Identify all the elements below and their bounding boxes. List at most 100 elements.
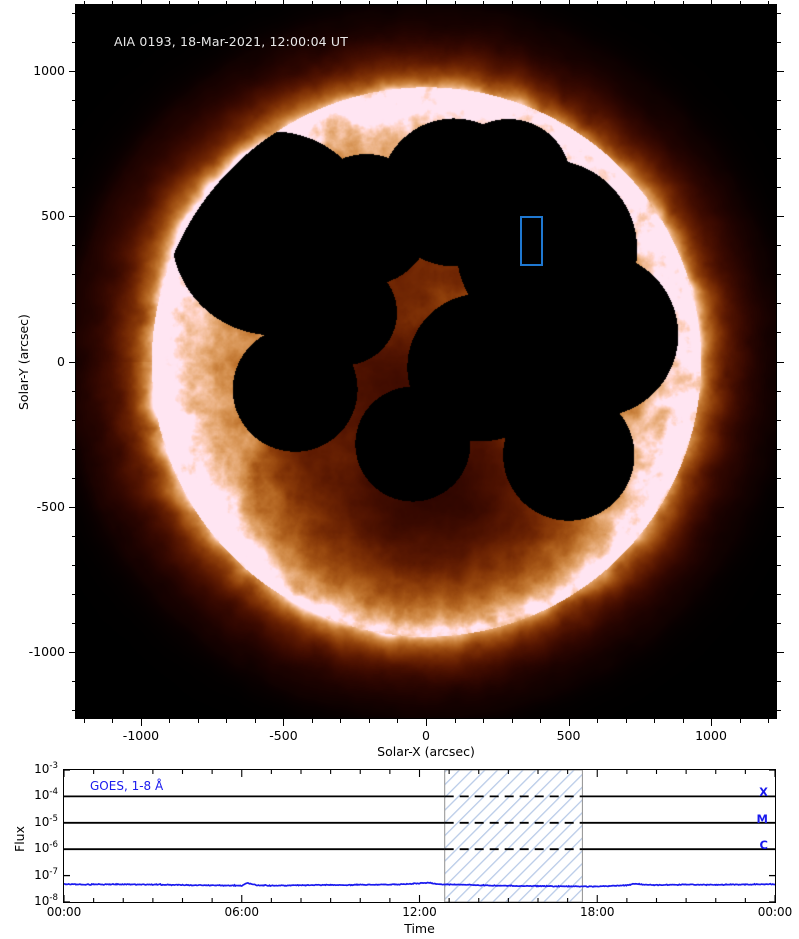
axis-tick xyxy=(340,719,341,723)
flare-class-label-m: M xyxy=(756,811,768,826)
axis-tick xyxy=(777,42,781,43)
axis-tick-label: -500 xyxy=(36,498,65,514)
axis-tick xyxy=(777,478,781,479)
axis-tick-label: -1000 xyxy=(28,643,65,659)
goes-xtick-label: 18:00 xyxy=(579,905,615,919)
axis-tick xyxy=(169,1,170,5)
goes-ytick-label: 10-6 xyxy=(34,840,58,856)
axis-tick xyxy=(72,710,76,711)
goes-flux-curve xyxy=(64,881,775,888)
observation-interval-shading xyxy=(444,770,583,902)
axis-tick xyxy=(69,71,76,72)
axis-tick xyxy=(72,332,76,333)
axis-tick xyxy=(426,0,427,5)
axis-tick xyxy=(72,100,76,101)
axis-tick xyxy=(777,158,781,159)
aia-image-title: AIA 0193, 18-Mar-2021, 12:00:04 UT xyxy=(114,34,348,49)
axis-tick xyxy=(72,245,76,246)
axis-tick xyxy=(777,129,781,130)
axis-tick xyxy=(777,13,781,14)
axis-tick xyxy=(69,507,76,508)
aia-image-panel: AIA 0193, 18-Mar-2021, 12:00:04 UT xyxy=(76,5,776,718)
axis-tick xyxy=(777,362,784,363)
axis-tick xyxy=(455,1,456,5)
axis-tick xyxy=(654,1,655,5)
axis-tick xyxy=(777,71,784,72)
axis-tick xyxy=(777,216,784,217)
axis-tick xyxy=(569,0,570,5)
axis-tick-label: 0 xyxy=(57,353,65,369)
axis-tick xyxy=(72,187,76,188)
axis-tick xyxy=(777,420,781,421)
axis-tick xyxy=(397,1,398,5)
region-of-interest-box[interactable] xyxy=(520,216,543,266)
image-yaxis-label: Solar-Y (arcsec) xyxy=(16,313,31,410)
axis-tick xyxy=(255,1,256,5)
axis-tick xyxy=(483,1,484,5)
axis-tick xyxy=(312,719,313,723)
axis-tick xyxy=(777,710,781,711)
axis-tick xyxy=(72,623,76,624)
axis-tick xyxy=(768,1,769,5)
axis-tick xyxy=(777,274,781,275)
goes-ytick-label: 10-8 xyxy=(34,893,58,908)
axis-tick xyxy=(777,623,781,624)
axis-tick xyxy=(777,332,781,333)
axis-tick xyxy=(283,0,284,5)
axis-tick xyxy=(112,719,113,723)
axis-tick-label: 1000 xyxy=(695,728,727,743)
axis-tick xyxy=(777,652,784,653)
axis-tick xyxy=(455,719,456,723)
axis-tick xyxy=(283,719,284,726)
axis-tick xyxy=(777,391,781,392)
axis-tick xyxy=(72,303,76,304)
axis-tick-label: 1000 xyxy=(33,63,65,79)
axis-tick xyxy=(777,449,781,450)
axis-tick xyxy=(569,719,570,726)
image-axis-left xyxy=(75,4,76,719)
axis-tick xyxy=(72,594,76,595)
goes-xtick-label: 00:00 xyxy=(46,905,82,919)
goes-xaxis-label: Time xyxy=(404,921,435,936)
axis-tick xyxy=(512,719,513,723)
axis-tick xyxy=(69,362,76,363)
axis-tick xyxy=(255,719,256,723)
axis-tick xyxy=(777,100,781,101)
axis-tick xyxy=(426,719,427,726)
axis-tick xyxy=(198,1,199,5)
axis-tick xyxy=(512,1,513,5)
axis-tick xyxy=(226,719,227,723)
axis-tick xyxy=(626,1,627,5)
axis-tick xyxy=(72,536,76,537)
flare-class-label-c: C xyxy=(759,838,768,853)
axis-tick-label: 500 xyxy=(41,208,65,224)
axis-tick xyxy=(84,719,85,723)
axis-tick xyxy=(777,536,781,537)
axis-tick xyxy=(226,1,227,5)
axis-tick-label: 500 xyxy=(556,728,581,743)
axis-tick xyxy=(711,719,712,726)
axis-tick xyxy=(483,719,484,723)
axis-tick xyxy=(72,449,76,450)
axis-tick xyxy=(711,0,712,5)
axis-tick-label: -500 xyxy=(269,728,298,743)
axis-tick xyxy=(626,719,627,723)
flare-class-label-x: X xyxy=(759,785,768,800)
axis-tick xyxy=(72,478,76,479)
axis-tick xyxy=(777,594,781,595)
axis-tick xyxy=(72,391,76,392)
axis-tick xyxy=(777,565,781,566)
axis-tick xyxy=(169,719,170,723)
axis-tick xyxy=(683,719,684,723)
goes-yaxis-label: Flux xyxy=(12,826,27,852)
axis-tick xyxy=(369,719,370,723)
axis-tick xyxy=(72,681,76,682)
axis-tick xyxy=(340,1,341,5)
axis-tick xyxy=(777,507,784,508)
axis-tick-label: -1000 xyxy=(122,728,160,743)
axis-tick xyxy=(777,245,781,246)
axis-tick xyxy=(72,565,76,566)
axis-tick xyxy=(740,1,741,5)
goes-ytick-label: 10-3 xyxy=(34,761,58,776)
